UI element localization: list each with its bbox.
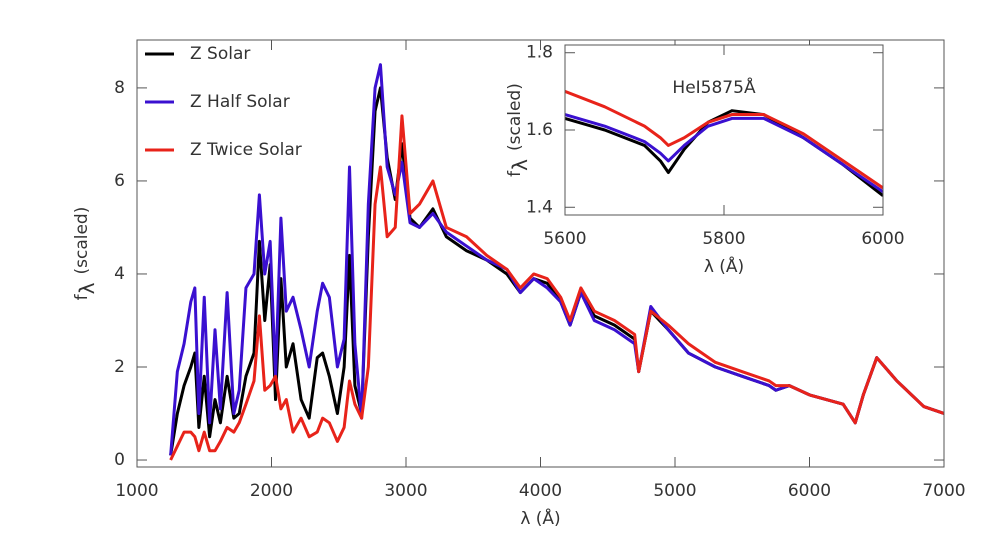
x-tick-label: 4000 — [519, 481, 562, 501]
legend-label: Z Twice Solar — [190, 140, 302, 160]
series-line — [565, 113, 883, 194]
y-axis-label-part: λ — [508, 159, 532, 171]
x-tick-label: 6000 — [861, 229, 904, 249]
x-tick-label: 7000 — [922, 481, 965, 501]
y-axis-label-part: f — [72, 293, 92, 300]
y-tick-label: 1.4 — [526, 197, 553, 217]
x-tick-label: 6000 — [788, 481, 831, 501]
series-line — [169, 114, 944, 461]
y-tick-label: 4 — [114, 264, 125, 284]
y-tick-label: 8 — [114, 78, 125, 98]
y-tick-label: 0 — [114, 450, 125, 470]
y-tick-label: 1.6 — [526, 120, 553, 140]
series-line — [169, 63, 944, 456]
x-axis-label: λ (Å) — [704, 255, 744, 277]
x-tick-label: 5600 — [543, 229, 586, 249]
y-tick-label: 2 — [114, 357, 125, 377]
series-line — [565, 89, 883, 190]
x-tick-label: 5000 — [653, 481, 696, 501]
x-tick-label: 5800 — [702, 229, 745, 249]
y-axis-label-part: (scaled) — [505, 83, 525, 151]
y-axis-label: fλ (scaled) — [72, 207, 99, 301]
x-axis-label: λ (Å) — [520, 507, 560, 529]
y-axis-label-part: (scaled) — [72, 207, 92, 275]
y-axis-label: fλ (scaled) — [505, 83, 532, 177]
x-tick-label: 3000 — [384, 481, 427, 501]
x-tick-label: 1000 — [115, 481, 158, 501]
y-tick-label: 6 — [114, 171, 125, 191]
legend-label: Z Solar — [190, 44, 250, 64]
axes-frame — [136, 39, 945, 468]
annotation: HeI5875Å — [672, 76, 756, 98]
axes-frame — [564, 44, 884, 216]
y-axis-label-part: λ — [75, 282, 99, 294]
x-tick-label: 2000 — [250, 481, 293, 501]
y-axis-label-part: f — [505, 170, 525, 177]
y-tick-label: 1.8 — [526, 43, 553, 63]
legend-label: Z Half Solar — [190, 92, 290, 112]
